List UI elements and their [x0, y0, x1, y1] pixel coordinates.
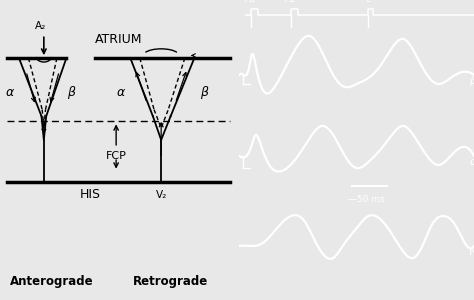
Text: N: N — [469, 247, 474, 257]
Text: —50 ms: —50 ms — [348, 195, 384, 204]
Text: Anterograde: Anterograde — [10, 275, 94, 289]
Text: β: β — [200, 86, 208, 99]
Text: V₂: V₂ — [155, 190, 167, 200]
Text: β: β — [67, 86, 75, 99]
Text: Retrograde: Retrograde — [133, 275, 208, 289]
Text: A₂: A₂ — [35, 21, 46, 32]
Text: HIS: HIS — [80, 188, 100, 200]
Text: A2: A2 — [285, 0, 297, 4]
Text: ATRIUM: ATRIUM — [95, 33, 142, 46]
Text: FCP: FCP — [106, 151, 127, 161]
Text: α: α — [117, 86, 125, 99]
Text: β: β — [469, 76, 474, 86]
Text: A1: A1 — [245, 0, 257, 4]
Text: α: α — [5, 86, 14, 99]
Text: E: E — [365, 0, 371, 4]
Text: α: α — [469, 157, 474, 167]
